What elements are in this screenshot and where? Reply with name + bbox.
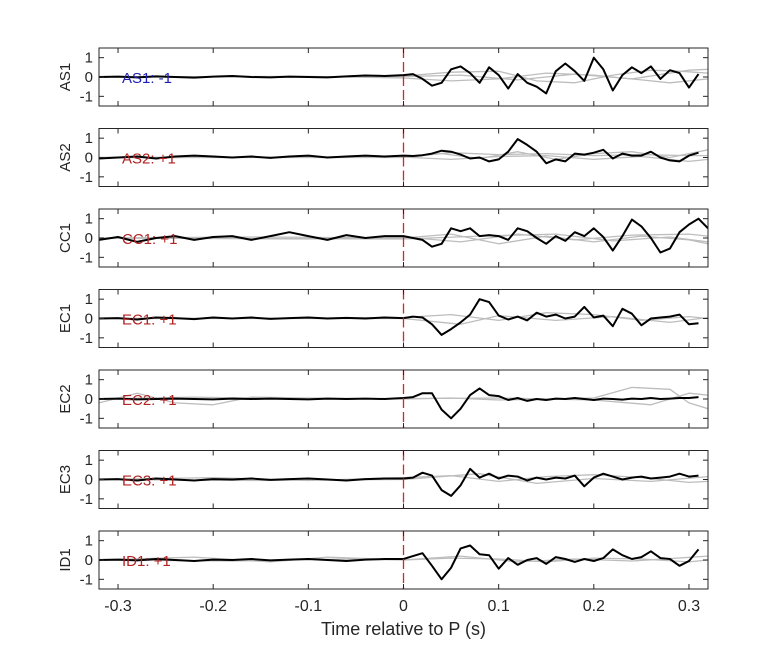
y-tick-label: 1: [85, 533, 93, 550]
panel-ylabel: CC1: [57, 223, 74, 253]
panel-ec2: -1 0 1 EC2 EC2: +1: [57, 369, 709, 429]
x-tick-label: 0.2: [583, 598, 605, 615]
panel-ylabel: ID1: [57, 548, 74, 571]
y-tick-label: -1: [80, 330, 93, 347]
polarity-label: AS1: -1: [122, 70, 172, 87]
y-tick-label: 0: [85, 150, 93, 167]
polarity-label: CC1: +1: [122, 231, 177, 248]
x-tick-label: 0: [399, 598, 408, 615]
y-tick-label: 1: [85, 130, 93, 147]
x-tick-label: -0.3: [104, 598, 132, 615]
panel-as1: -1 0 1 AS1 AS1: -1: [57, 47, 709, 107]
y-tick-label: -1: [80, 88, 93, 105]
y-tick-label: 0: [85, 391, 93, 408]
background-trace: [99, 314, 708, 325]
background-trace: [99, 68, 708, 81]
polarity-label: EC3: +1: [122, 473, 177, 490]
y-tick-label: 0: [85, 69, 93, 86]
polarity-label: AS2: +1: [122, 151, 176, 168]
polarity-label: EC1: +1: [122, 312, 177, 329]
panel-ylabel: AS1: [57, 63, 74, 91]
y-tick-label: -1: [80, 249, 93, 266]
y-tick-label: -1: [80, 169, 93, 186]
panel-ylabel: EC2: [57, 384, 74, 413]
main-trace: [99, 56, 700, 95]
x-tick-label: 0.1: [488, 598, 510, 615]
y-tick-label: 0: [85, 230, 93, 247]
y-tick-label: 1: [85, 291, 93, 308]
y-tick-label: 0: [85, 552, 93, 569]
main-trace: [99, 467, 699, 497]
x-axis-label: Time relative to P (s): [321, 619, 486, 639]
y-tick-label: -1: [80, 410, 93, 427]
x-tick-label: 0.3: [678, 598, 700, 615]
y-tick-label: 1: [85, 372, 93, 389]
panel-ec1: -1 0 1 EC1 EC1: +1: [57, 289, 709, 348]
panel-id1: -1 0 1 ID1 ID1: +1 -0.3 -0.2 -0.1 0 0.1 0.2 0.3 Time…: [57, 530, 709, 639]
polarity-label: ID1: +1: [122, 553, 171, 570]
x-tick-label: -0.2: [199, 598, 227, 615]
y-tick-label: 0: [85, 311, 93, 328]
panel-ec3: -1 0 1 EC3 EC3: +1: [57, 450, 709, 509]
panel-ylabel: EC3: [57, 465, 74, 494]
panel-as2: -1 0 1 AS2 AS2: +1: [57, 128, 709, 187]
y-tick-label: 1: [85, 50, 93, 67]
panel-ylabel: AS2: [57, 143, 74, 171]
main-trace: [99, 544, 700, 581]
y-tick-label: 1: [85, 452, 93, 469]
panel-ylabel: EC1: [57, 304, 74, 333]
main-trace: [99, 217, 708, 254]
main-trace: [99, 387, 699, 420]
y-tick-label: 0: [85, 472, 93, 489]
y-tick-label: -1: [80, 571, 93, 588]
background-trace: [99, 233, 708, 245]
y-tick-label: 1: [85, 211, 93, 228]
panel-cc1: -1 0 1 CC1 CC1: +1: [57, 208, 709, 268]
main-trace: [99, 298, 699, 336]
main-trace: [99, 138, 699, 165]
polarity-label: EC2: +1: [122, 392, 177, 409]
x-tick-label: -0.1: [295, 598, 323, 615]
y-tick-label: -1: [80, 491, 93, 508]
